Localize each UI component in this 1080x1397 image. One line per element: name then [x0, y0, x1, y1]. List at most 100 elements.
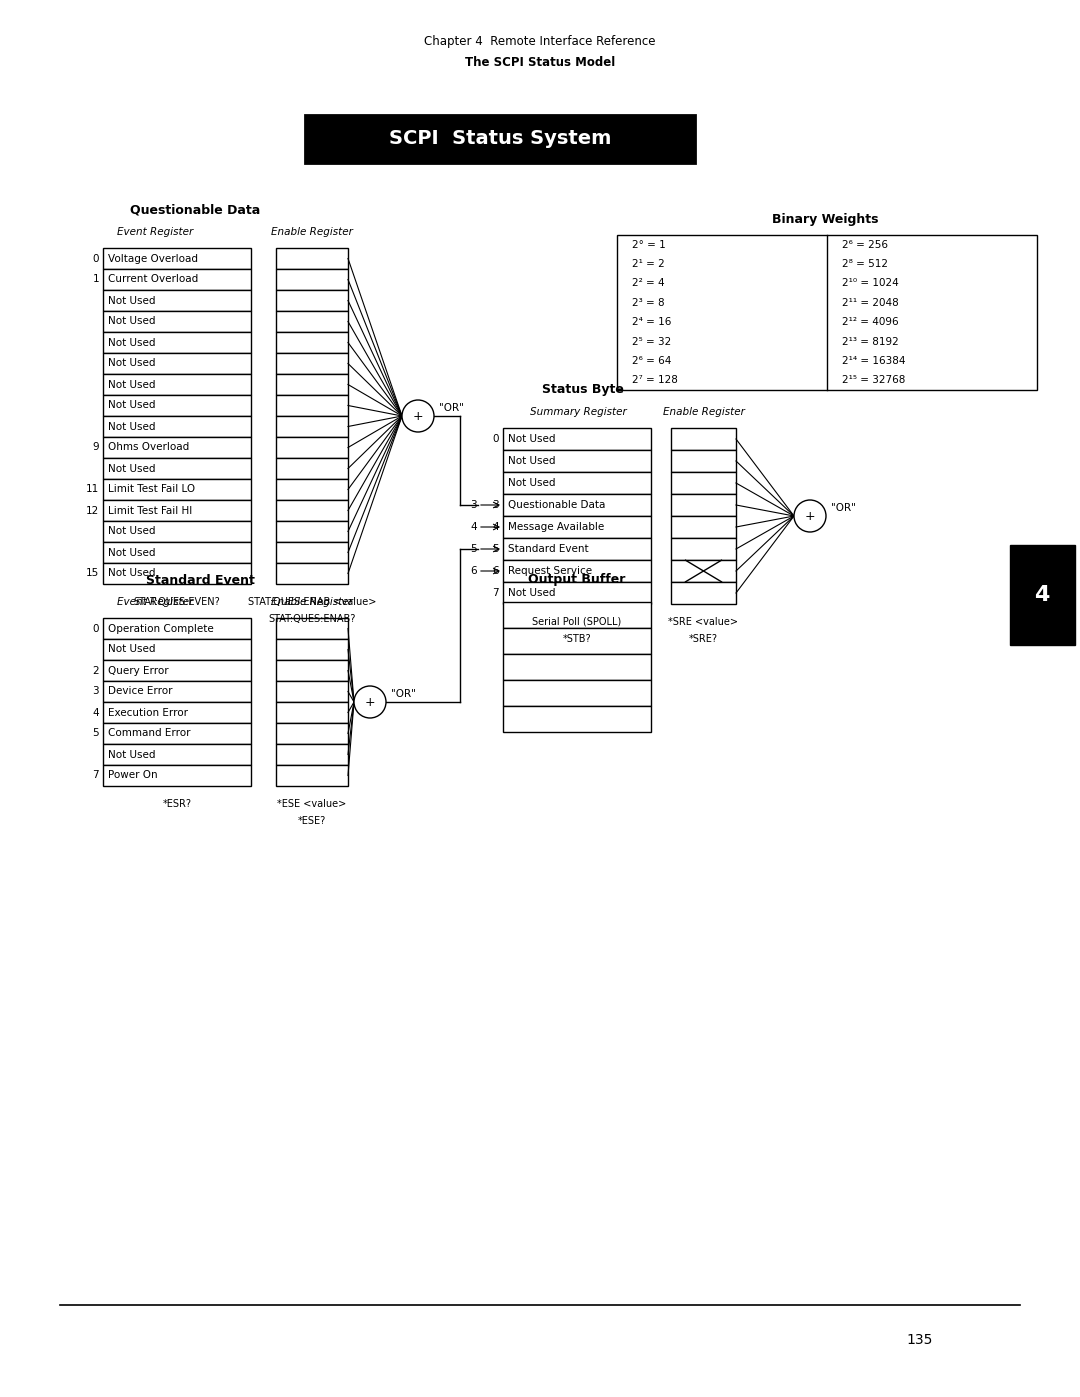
Bar: [276, 617, 348, 638]
Text: Limit Test Fail LO: Limit Test Fail LO: [108, 485, 195, 495]
Text: 11: 11: [85, 485, 99, 495]
Bar: [276, 500, 348, 521]
Bar: [503, 538, 651, 560]
Bar: [103, 563, 251, 584]
Text: Device Error: Device Error: [108, 686, 173, 697]
Text: Not Used: Not Used: [508, 455, 555, 467]
Text: STAT:QUES:ENAB?: STAT:QUES:ENAB?: [268, 615, 355, 624]
Bar: [103, 332, 251, 353]
Text: Summary Register: Summary Register: [529, 407, 626, 416]
Bar: [276, 416, 348, 437]
Bar: [671, 583, 735, 604]
Bar: [276, 638, 348, 659]
Text: 2: 2: [93, 665, 99, 676]
Bar: [503, 602, 651, 629]
Bar: [671, 427, 735, 450]
Text: +: +: [805, 510, 815, 522]
Text: 6: 6: [471, 566, 477, 576]
Text: Questionable Data: Questionable Data: [508, 500, 606, 510]
Text: Chapter 4  Remote Interface Reference: Chapter 4 Remote Interface Reference: [424, 35, 656, 49]
Text: Not Used: Not Used: [108, 750, 156, 760]
Bar: [103, 724, 251, 745]
Text: Current Overload: Current Overload: [108, 274, 199, 285]
Text: 2⁶ = 64: 2⁶ = 64: [632, 356, 672, 366]
Bar: [276, 745, 348, 766]
Bar: [276, 659, 348, 680]
Bar: [671, 472, 735, 495]
Bar: [276, 542, 348, 563]
Text: Not Used: Not Used: [108, 569, 156, 578]
Text: Ohms Overload: Ohms Overload: [108, 443, 189, 453]
Text: Status Byte: Status Byte: [542, 384, 624, 397]
Text: 135: 135: [907, 1333, 933, 1347]
Bar: [276, 332, 348, 353]
Text: 2¹² = 4096: 2¹² = 4096: [842, 317, 899, 327]
Circle shape: [354, 686, 386, 718]
Text: Query Error: Query Error: [108, 665, 168, 676]
Bar: [671, 515, 735, 538]
Text: 3: 3: [93, 686, 99, 697]
Text: Not Used: Not Used: [108, 359, 156, 369]
Text: 0: 0: [492, 434, 499, 444]
Bar: [276, 291, 348, 312]
Text: 2⁵ = 32: 2⁵ = 32: [632, 337, 672, 346]
Bar: [503, 654, 651, 680]
Text: Questionable Data: Questionable Data: [130, 204, 260, 217]
Bar: [103, 416, 251, 437]
Text: "OR": "OR": [831, 503, 855, 513]
Text: 2¹ = 2: 2¹ = 2: [632, 258, 665, 270]
Text: Limit Test Fail HI: Limit Test Fail HI: [108, 506, 192, 515]
Bar: [276, 353, 348, 374]
Text: Event Register: Event Register: [117, 597, 193, 608]
Text: 7: 7: [492, 588, 499, 598]
Text: 15: 15: [85, 569, 99, 578]
Bar: [103, 374, 251, 395]
Text: *ESE <value>: *ESE <value>: [278, 799, 347, 809]
Bar: [671, 560, 735, 583]
Bar: [103, 249, 251, 270]
Text: "OR": "OR": [438, 402, 464, 414]
Text: Not Used: Not Used: [108, 338, 156, 348]
Bar: [276, 312, 348, 332]
Text: 2³ = 8: 2³ = 8: [632, 298, 664, 307]
Text: 4: 4: [93, 707, 99, 718]
Bar: [103, 703, 251, 724]
Text: 9: 9: [93, 443, 99, 453]
Bar: [503, 515, 651, 538]
Text: +: +: [413, 409, 423, 422]
Bar: [671, 450, 735, 472]
Text: Not Used: Not Used: [108, 527, 156, 536]
Text: Output Buffer: Output Buffer: [528, 574, 625, 587]
Text: Not Used: Not Used: [108, 644, 156, 655]
Bar: [276, 374, 348, 395]
Bar: [103, 500, 251, 521]
Bar: [276, 458, 348, 479]
Text: Command Error: Command Error: [108, 728, 190, 739]
Bar: [276, 395, 348, 416]
Text: Not Used: Not Used: [108, 317, 156, 327]
Bar: [503, 629, 651, 654]
Text: Enable Register: Enable Register: [662, 407, 744, 416]
Bar: [103, 617, 251, 638]
Circle shape: [794, 500, 826, 532]
Text: 2⁷ = 128: 2⁷ = 128: [632, 376, 678, 386]
Text: 4: 4: [471, 522, 477, 532]
Bar: [276, 680, 348, 703]
Text: Power On: Power On: [108, 771, 158, 781]
Text: Serial Poll (SPOLL): Serial Poll (SPOLL): [532, 617, 622, 627]
Bar: [103, 638, 251, 659]
Bar: [276, 479, 348, 500]
Text: Enable Register: Enable Register: [271, 597, 353, 608]
Bar: [276, 563, 348, 584]
Text: Voltage Overload: Voltage Overload: [108, 253, 198, 264]
Bar: [503, 680, 651, 705]
Text: 2⁸ = 512: 2⁸ = 512: [842, 258, 888, 270]
Text: 0: 0: [93, 253, 99, 264]
Bar: [103, 521, 251, 542]
Bar: [503, 427, 651, 450]
Text: Execution Error: Execution Error: [108, 707, 188, 718]
Bar: [503, 495, 651, 515]
Bar: [103, 312, 251, 332]
Text: 5: 5: [471, 543, 477, 555]
Text: Operation Complete: Operation Complete: [108, 623, 214, 633]
